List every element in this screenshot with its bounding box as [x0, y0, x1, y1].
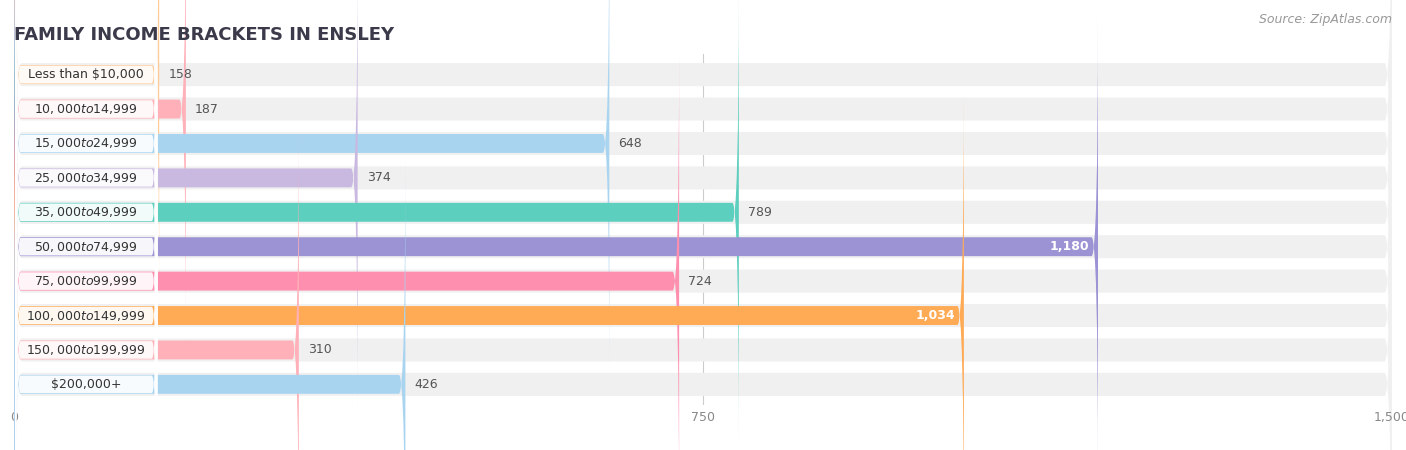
- FancyBboxPatch shape: [14, 0, 1392, 338]
- Text: $15,000 to $24,999: $15,000 to $24,999: [34, 136, 138, 150]
- FancyBboxPatch shape: [15, 0, 157, 376]
- Text: $150,000 to $199,999: $150,000 to $199,999: [27, 343, 146, 357]
- Text: $10,000 to $14,999: $10,000 to $14,999: [34, 102, 138, 116]
- FancyBboxPatch shape: [14, 153, 405, 450]
- Text: $75,000 to $99,999: $75,000 to $99,999: [34, 274, 138, 288]
- FancyBboxPatch shape: [14, 0, 1392, 450]
- Text: 724: 724: [689, 274, 711, 288]
- FancyBboxPatch shape: [14, 86, 1392, 450]
- Text: 789: 789: [748, 206, 772, 219]
- Text: $25,000 to $34,999: $25,000 to $34,999: [34, 171, 138, 185]
- Text: 187: 187: [195, 103, 219, 116]
- FancyBboxPatch shape: [14, 0, 186, 341]
- FancyBboxPatch shape: [14, 0, 357, 410]
- FancyBboxPatch shape: [15, 49, 157, 445]
- FancyBboxPatch shape: [15, 118, 157, 450]
- FancyBboxPatch shape: [14, 15, 1098, 450]
- Text: $35,000 to $49,999: $35,000 to $49,999: [34, 205, 138, 219]
- FancyBboxPatch shape: [15, 0, 157, 341]
- Text: 374: 374: [367, 171, 391, 184]
- Text: 158: 158: [169, 68, 193, 81]
- FancyBboxPatch shape: [14, 18, 1392, 450]
- FancyBboxPatch shape: [15, 0, 157, 307]
- FancyBboxPatch shape: [15, 14, 157, 410]
- Text: 426: 426: [415, 378, 439, 391]
- FancyBboxPatch shape: [14, 121, 1392, 450]
- FancyBboxPatch shape: [14, 84, 965, 450]
- FancyBboxPatch shape: [15, 83, 157, 450]
- FancyBboxPatch shape: [14, 0, 1392, 407]
- FancyBboxPatch shape: [14, 0, 609, 375]
- FancyBboxPatch shape: [14, 0, 1392, 373]
- Text: 310: 310: [308, 343, 332, 356]
- Text: $50,000 to $74,999: $50,000 to $74,999: [34, 240, 138, 254]
- FancyBboxPatch shape: [15, 0, 157, 272]
- FancyBboxPatch shape: [14, 0, 159, 306]
- FancyBboxPatch shape: [14, 52, 1392, 450]
- FancyBboxPatch shape: [15, 187, 157, 450]
- FancyBboxPatch shape: [14, 50, 679, 450]
- Text: 1,034: 1,034: [915, 309, 955, 322]
- Text: Less than $10,000: Less than $10,000: [28, 68, 143, 81]
- FancyBboxPatch shape: [14, 0, 738, 444]
- FancyBboxPatch shape: [14, 118, 299, 450]
- Text: $200,000+: $200,000+: [51, 378, 121, 391]
- Text: $100,000 to $149,999: $100,000 to $149,999: [27, 309, 146, 323]
- FancyBboxPatch shape: [15, 152, 157, 450]
- Text: 648: 648: [619, 137, 643, 150]
- FancyBboxPatch shape: [14, 0, 1392, 441]
- FancyBboxPatch shape: [14, 0, 1392, 450]
- Text: 1,180: 1,180: [1049, 240, 1088, 253]
- Text: Source: ZipAtlas.com: Source: ZipAtlas.com: [1258, 14, 1392, 27]
- Text: FAMILY INCOME BRACKETS IN ENSLEY: FAMILY INCOME BRACKETS IN ENSLEY: [14, 26, 394, 44]
